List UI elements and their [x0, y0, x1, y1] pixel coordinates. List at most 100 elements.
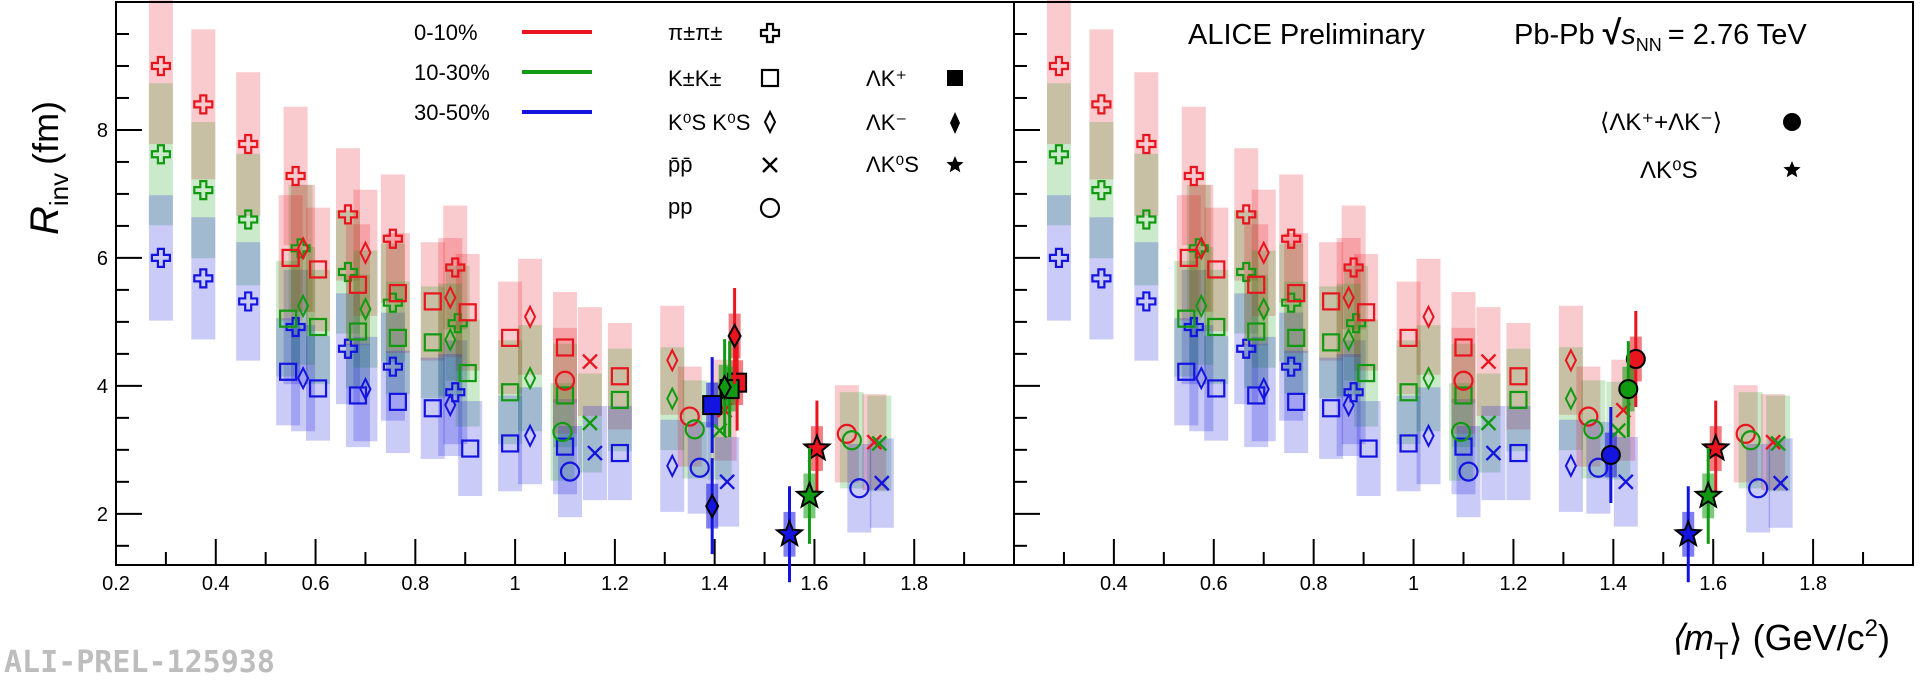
point-8-0-2-syst-box [438, 354, 463, 456]
point-9-0-2-marker [866, 434, 883, 451]
x-left-tick-label-7: 1.6 [801, 573, 829, 595]
axis-ticks: 0.2 0.4 0.6 0.8 1 1.2 1.4 1.6 1.8 0.4 0.6 0.8 1 1.2 1.… [97, 32, 1865, 595]
point-4-0-4-marker [423, 333, 442, 352]
point-13-1-0-marker [1450, 421, 1472, 443]
point-8-0-4-syst-box [660, 419, 685, 512]
point-14-1-2-marker [1748, 478, 1769, 499]
point-3-0-3-marker [388, 283, 407, 303]
point-8-0-0-syst-box [291, 325, 316, 432]
point-8-1-4-marker [1564, 453, 1577, 479]
systematic-error-boxes [148, 0, 1793, 557]
y-tick-label-3: 8 [97, 120, 108, 142]
point-6-1-3-marker [1422, 304, 1435, 330]
point-6-0-3-syst-box [518, 258, 543, 375]
point-8-0-3-marker [523, 423, 537, 449]
legend-label-lambda-kplus: ΛK⁺ [866, 66, 907, 91]
point-0-1-4-marker [1236, 204, 1257, 225]
point-4-1-5-marker [1357, 363, 1376, 383]
point-14-0-1-marker [689, 457, 710, 478]
point-8-1-0-syst-box [1189, 325, 1214, 432]
point-22-0-0-marker [794, 480, 825, 509]
point-4-1-0-marker [1177, 309, 1196, 328]
point-8-1-4-syst-box [1558, 419, 1583, 512]
point-5-1-8-marker [1509, 443, 1528, 463]
x-right-tick-label-2: 0.8 [1300, 573, 1328, 595]
x-left-tick-label-0: 0.2 [102, 573, 130, 595]
point-7-1-1-marker [1257, 296, 1270, 322]
point-3-0-6-syst-box [498, 281, 523, 395]
point-0-0-0-syst-box [148, 0, 173, 145]
point-4-0-0-marker [279, 309, 298, 328]
point-11-1-1-marker [1617, 473, 1634, 490]
point-4-1-3-marker [1287, 328, 1306, 347]
point-22-1-0-marker [1693, 480, 1724, 509]
point-6-1-0-marker [1195, 236, 1208, 261]
point-6-0-2-marker [444, 285, 457, 310]
point-1-1-0-marker [1048, 144, 1070, 165]
point-6-0-0-marker [296, 236, 310, 261]
point-6-0-1-marker [359, 240, 372, 266]
point-1-1-5-marker [1281, 292, 1302, 313]
point-2-1-3-marker [1183, 316, 1204, 338]
point-7-1-4-marker [1564, 386, 1577, 411]
point-25-0-0-marker [1618, 379, 1639, 400]
point-3-1-3-marker [1287, 283, 1306, 303]
point-4-0-6-syst-box [498, 340, 523, 445]
point-11-0-2-marker [873, 475, 890, 491]
point-8-1-1-marker [1257, 376, 1270, 402]
legend-symbol-square-filled-icon [947, 70, 963, 86]
point-2-1-1-marker [1091, 268, 1112, 289]
point-4-0-6-marker [501, 383, 520, 402]
point-6-1-3-syst-box [1416, 258, 1441, 375]
point-9-0-0-marker [582, 353, 598, 370]
point-4-1-7-marker [1454, 386, 1473, 405]
point-12-0-2-marker [836, 423, 857, 444]
point-3-1-0-marker [1179, 248, 1198, 268]
point-7-1-4-syst-box [1558, 347, 1583, 451]
x-left-tick-label-2: 0.6 [302, 573, 330, 595]
point-3-0-7-marker [555, 338, 575, 357]
right-legend: ⟨ΛK⁺+ΛK⁻⟩ ΛK⁰S [1600, 109, 1722, 184]
point-11-0-0-marker [587, 445, 603, 461]
point-2-1-5-marker [1281, 356, 1302, 377]
legend-symbol-circle-open-icon [759, 197, 781, 219]
point-4-1-8-marker [1509, 390, 1528, 410]
experiment-label: ALICE Preliminary [1188, 19, 1425, 51]
legend-label-lambda-k0s: ΛK⁰S [866, 152, 919, 177]
point-3-1-4-marker [1322, 292, 1341, 311]
point-7-1-2-syst-box [1336, 283, 1361, 396]
point-10-1-2-marker [1770, 435, 1786, 452]
point-0-0-2-marker [238, 133, 259, 155]
point-13-0-1-marker [684, 419, 705, 440]
point-5-1-4-marker [1322, 399, 1341, 418]
point-7-0-4-syst-box [660, 347, 685, 451]
x-left-tick-label-8: 1.8 [900, 573, 928, 595]
point-3-0-2-marker [348, 275, 368, 294]
point-3-0-1-marker [308, 260, 328, 279]
point-23-0-0-marker [774, 518, 805, 548]
point-6-0-3-marker [523, 304, 537, 330]
point-0-1-3-marker [1183, 165, 1204, 187]
x-left-tick-label-1: 0.4 [202, 573, 230, 595]
point-5-1-0-marker [1177, 362, 1196, 381]
point-5-0-7-marker [555, 437, 575, 456]
point-5-0-5-marker [461, 439, 480, 458]
point-8-0-2-marker [444, 392, 457, 418]
point-4-1-1-marker [1207, 317, 1226, 337]
legend-label-lambda-kminus: ΛK⁻ [866, 110, 907, 135]
point-4-0-1-marker [308, 317, 328, 337]
x-left-tick-label-5: 1.2 [601, 573, 629, 595]
x-right-tick-label-0: 0.4 [1100, 573, 1128, 595]
legend-label-k0s: K⁰S K⁰S [668, 110, 750, 135]
point-10-1-1-marker [1610, 422, 1627, 439]
legend-symbol-star-filled-icon-right [1783, 161, 1801, 178]
point-0-1-0-syst-box [1046, 0, 1071, 145]
point-0-0-3-marker [285, 165, 306, 187]
point-5-1-3-marker [1287, 392, 1306, 411]
point-5-0-0-marker [279, 362, 298, 381]
point-0-1-2-marker [1136, 133, 1157, 155]
y-tick-label-0: 2 [97, 504, 108, 526]
point-12-0-0-marker [554, 370, 576, 391]
point-6-0-4-marker [666, 348, 679, 373]
